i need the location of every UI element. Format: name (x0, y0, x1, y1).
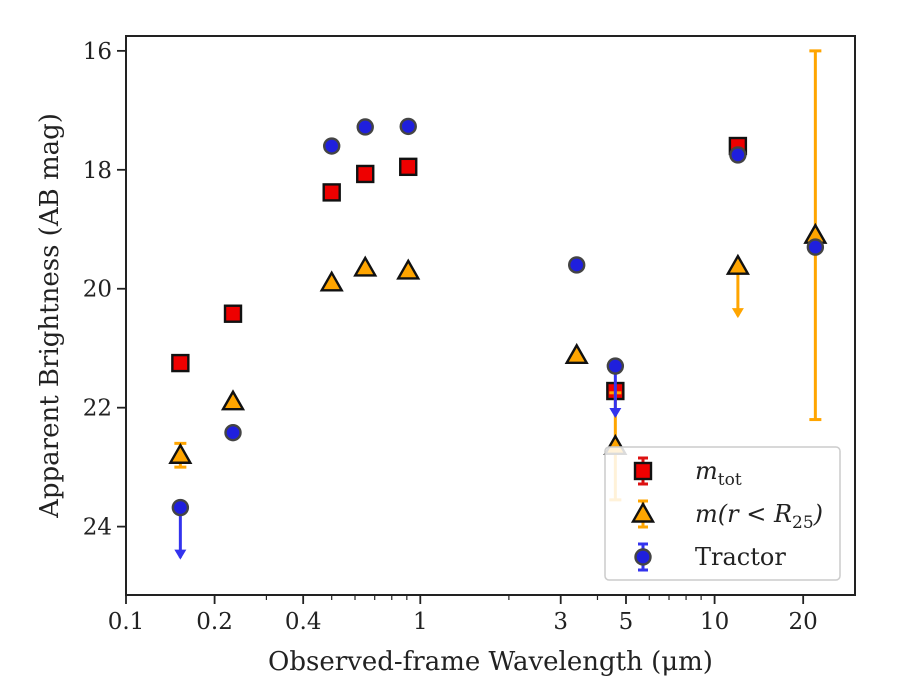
legend: mtot m(r < R25) Tractor (604, 446, 841, 581)
x-tick-label: 10 (700, 609, 729, 635)
legend-label: m(r < R25) (695, 500, 823, 533)
data-point (606, 357, 625, 375)
data-point (319, 270, 344, 292)
y-tick-label: 22 (83, 396, 112, 422)
x-tick-label: 0.1 (108, 609, 145, 635)
x-tick-label: 0.4 (285, 609, 322, 635)
legend-label: Tractor (695, 543, 786, 571)
series-2 (171, 117, 825, 560)
x-tick-label: 0.2 (196, 609, 233, 635)
y-tick-label: 20 (83, 277, 112, 303)
upper-limit-arrowhead (731, 308, 744, 319)
y-tick-label: 18 (83, 158, 112, 184)
y-axis-label: Apparent Brightness (AB mag) (35, 113, 65, 519)
upper-limit-arrowhead (174, 549, 187, 560)
y-tick-label: 24 (83, 515, 112, 541)
x-tick-label: 5 (619, 609, 634, 635)
data-point (223, 304, 243, 323)
x-axis-label: Observed-frame Wavelength (μm) (268, 647, 713, 677)
data-point (568, 256, 586, 274)
data-point (399, 157, 418, 177)
data-point (356, 164, 375, 184)
data-point (224, 423, 242, 442)
data-point (220, 389, 246, 411)
series-1 (168, 49, 828, 502)
data-point (171, 498, 190, 517)
data-point (806, 238, 825, 256)
data-point (323, 137, 341, 155)
x-tick-label: 20 (789, 609, 818, 635)
y-tick-label: 16 (83, 39, 112, 65)
legend-marker (634, 548, 652, 566)
x-tick-label: 1 (413, 609, 428, 635)
data-point (171, 353, 190, 373)
data-point (353, 255, 378, 277)
axes: 0.1 0.2 0.4 1 3 5 10 20 16 18 20 22 24 (83, 35, 856, 635)
upper-limit-arrowhead (609, 408, 622, 419)
plot-marks (168, 49, 828, 560)
legend-marker (633, 461, 653, 481)
data-point (564, 342, 589, 365)
data-point (356, 118, 374, 136)
legend-box (604, 446, 841, 581)
data-point (168, 442, 193, 464)
data-point (725, 253, 750, 275)
legend-label: mtot (695, 457, 742, 490)
plot-frame (125, 35, 856, 596)
x-tick-label: 3 (553, 609, 568, 635)
series-0 (171, 136, 748, 401)
data-point (396, 258, 421, 280)
data-point (729, 146, 747, 164)
data-point (322, 183, 341, 202)
legend-marker (630, 501, 656, 523)
data-point (399, 117, 417, 136)
